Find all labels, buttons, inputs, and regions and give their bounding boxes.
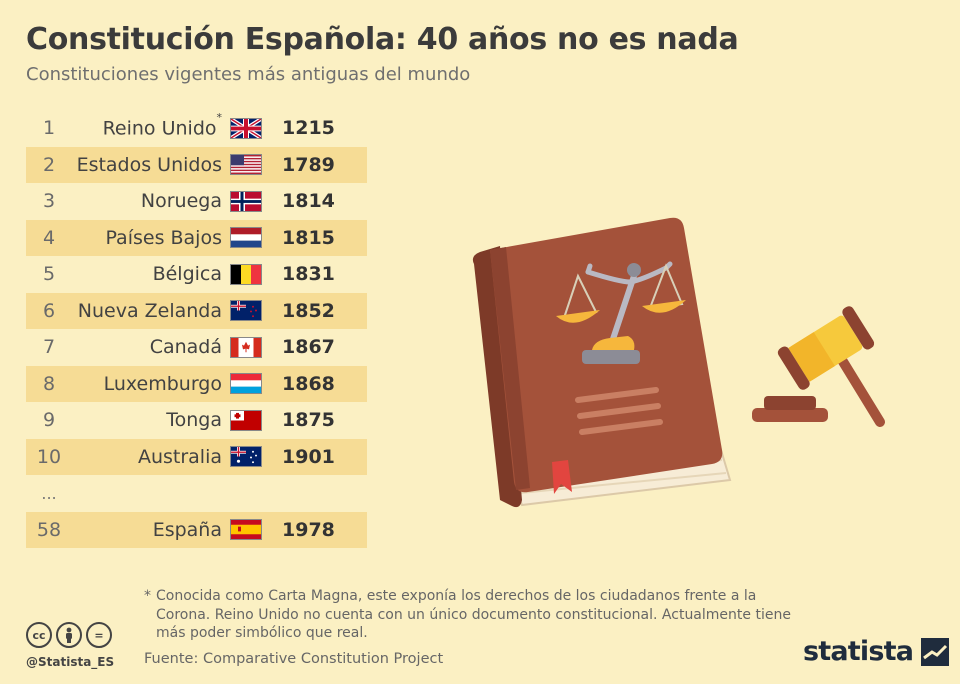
spain-flag-icon — [230, 519, 262, 541]
table-row: 7 Canadá 1867 — [26, 329, 367, 366]
rank-cell: 10 — [36, 445, 62, 468]
country-name: España — [152, 518, 222, 541]
country-name: Tonga — [166, 409, 222, 432]
brand-name: statista — [803, 636, 914, 667]
rank-cell: 7 — [42, 336, 56, 359]
country-name: Canadá — [149, 336, 222, 359]
rank-cell: 8 — [42, 372, 56, 395]
country-cell: Australia — [72, 446, 222, 468]
uk-flag-icon — [230, 117, 262, 139]
footnote: * Conocida como Carta Magna, este exponí… — [144, 587, 794, 643]
footnote-mark: * — [144, 588, 151, 604]
table-row: 9 Tonga 1875 — [26, 402, 367, 439]
page-title: Constitución Española: 40 años no es nad… — [26, 22, 739, 57]
social-handle[interactable]: @Statista_ES — [26, 655, 115, 669]
statista-mark-icon — [921, 637, 950, 666]
year-cell: 1867 — [282, 336, 335, 359]
rank-cell: 6 — [42, 299, 56, 322]
tonga-flag-icon — [230, 409, 262, 431]
country-name: Reino Unido — [102, 117, 217, 140]
license-icons[interactable]: cc = — [26, 622, 112, 648]
year-cell: 1215 — [282, 117, 335, 140]
year-cell: 1814 — [282, 190, 335, 213]
country-name: Noruega — [140, 190, 222, 213]
source-note: Fuente: Comparative Constitution Project — [144, 651, 444, 667]
country-cell: Canadá — [72, 336, 222, 358]
rank-cell: 5 — [42, 263, 56, 286]
book-gavel-illustration — [472, 217, 885, 508]
usa-flag-icon — [230, 154, 262, 176]
rank-cell: 1 — [42, 117, 56, 140]
belgium-flag-icon — [230, 263, 262, 285]
rank-cell: 2 — [42, 153, 56, 176]
year-cell: 1815 — [282, 226, 335, 249]
table-ellipsis-row: ... — [26, 475, 367, 512]
table-row: 5 Bélgica 1831 — [26, 256, 367, 293]
country-cell: Bélgica — [72, 263, 222, 285]
cc-icon[interactable]: cc — [26, 622, 52, 648]
country-name: Nueva Zelanda — [77, 299, 222, 322]
country-name: Estados Unidos — [76, 153, 222, 176]
table-row: 3 Noruega 1814 — [26, 183, 367, 220]
year-cell: 1901 — [282, 445, 335, 468]
year-cell: 1831 — [282, 263, 335, 286]
australia-flag-icon — [230, 446, 262, 468]
country-cell: Noruega — [72, 190, 222, 212]
table-row: 10 Australia 1901 — [26, 438, 367, 475]
attribution-icon[interactable] — [56, 622, 82, 648]
country-cell: Tonga — [72, 409, 222, 431]
year-cell: 1789 — [282, 153, 335, 176]
statista-logo[interactable]: statista — [803, 636, 950, 667]
table-row: 58 España 1978 — [26, 511, 367, 548]
country-name: Países Bajos — [105, 226, 222, 249]
year-cell: 1852 — [282, 299, 335, 322]
year-cell: 1978 — [282, 518, 335, 541]
country-cell: España — [72, 519, 222, 541]
constitution-table: 1 Reino Unido* 1215 2 Estados Unidos 1789 3 Nor… — [26, 110, 367, 548]
rank-cell: 9 — [42, 409, 56, 432]
rank-cell: ... — [41, 483, 57, 503]
constitution-book-icon — [472, 217, 732, 508]
country-name: Australia — [137, 445, 222, 468]
rank-cell: 58 — [36, 518, 62, 541]
rank-cell: 4 — [42, 226, 56, 249]
country-cell: Luxemburgo — [72, 373, 222, 395]
no-derivatives-icon[interactable]: = — [86, 622, 112, 648]
country-cell: Reino Unido* — [72, 111, 222, 140]
canada-flag-icon — [230, 336, 262, 358]
new-zealand-flag-icon — [230, 300, 262, 322]
luxembourg-flag-icon — [230, 373, 262, 395]
footnote-text: Conocida como Carta Magna, este exponía … — [156, 588, 791, 641]
page-subtitle: Constituciones vigentes más antiguas del… — [26, 64, 471, 85]
table-row: 4 Países Bajos 1815 — [26, 219, 367, 256]
year-cell: 1868 — [282, 372, 335, 395]
country-cell: Nueva Zelanda — [72, 300, 222, 322]
gavel-icon — [752, 306, 885, 427]
country-cell: Países Bajos — [72, 227, 222, 249]
country-name: Bélgica — [152, 263, 222, 286]
norway-flag-icon — [230, 190, 262, 212]
table-row: 1 Reino Unido* 1215 — [26, 110, 367, 147]
country-name: Luxemburgo — [103, 372, 222, 395]
country-cell: Estados Unidos — [72, 154, 222, 176]
year-cell: 1875 — [282, 409, 335, 432]
table-row: 8 Luxemburgo 1868 — [26, 365, 367, 402]
table-row: 2 Estados Unidos 1789 — [26, 146, 367, 183]
netherlands-flag-icon — [230, 227, 262, 249]
rank-cell: 3 — [42, 190, 56, 213]
table-row: 6 Nueva Zelanda 1852 — [26, 292, 367, 329]
footnote-marker: * — [216, 111, 223, 125]
